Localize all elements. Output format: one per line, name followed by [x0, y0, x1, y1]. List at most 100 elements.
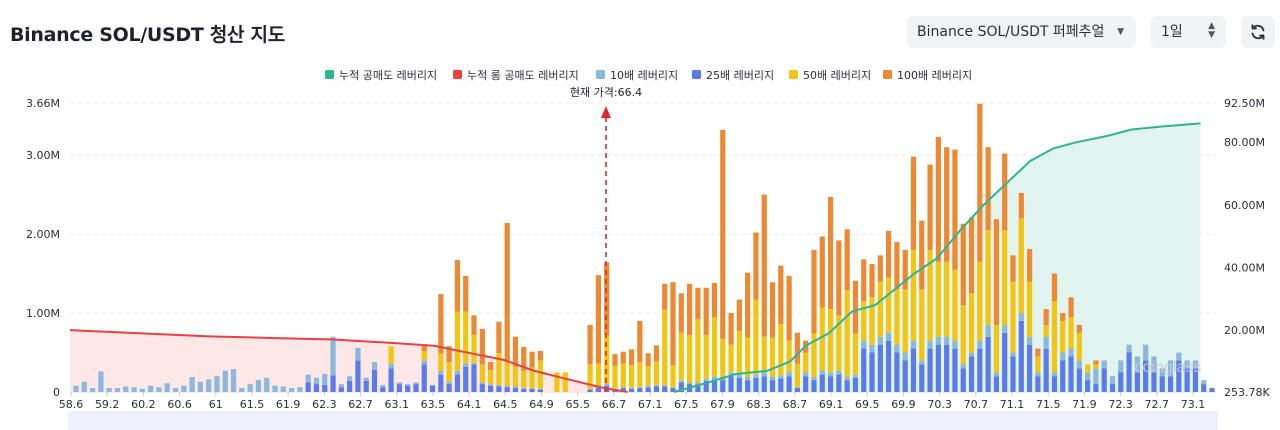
legend-label: 50배 레버리지	[803, 69, 871, 82]
bar-50x	[769, 337, 776, 377]
bar-50x	[388, 346, 394, 364]
bar-100x	[653, 345, 660, 362]
bar-100x	[852, 280, 859, 334]
bar-100x	[471, 315, 477, 336]
bar-10x	[471, 362, 477, 365]
bar-10x	[197, 381, 203, 392]
x-axis-tick: 67.9	[710, 398, 735, 411]
bar-10x	[687, 382, 693, 385]
legend-item[interactable]: 100배 레버리지	[883, 69, 972, 82]
page-title: Binance SOL/USDT 청산 지도	[10, 24, 285, 46]
bar-100x	[496, 321, 502, 354]
bar-25x	[1159, 376, 1165, 392]
x-axis-tick: 60.6	[167, 398, 192, 411]
bar-50x	[861, 301, 867, 341]
bar-50x	[687, 335, 693, 383]
bar-50x	[1043, 324, 1049, 337]
pair-select[interactable]: Binance SOL/USDT 퍼페추얼 ▼	[907, 16, 1136, 48]
bar-25x	[429, 385, 436, 392]
x-axis-tick: 64.5	[493, 398, 518, 411]
bar-25x	[521, 388, 527, 392]
bar-25x	[794, 388, 800, 392]
bar-10x	[1076, 360, 1082, 369]
bar-25x	[927, 348, 933, 392]
bar-10x	[297, 387, 303, 392]
bar-10x	[1159, 368, 1165, 377]
bar-10x	[1068, 348, 1074, 357]
bar-100x	[769, 282, 776, 338]
right-axis-tick: 60.00M	[1224, 199, 1265, 212]
bar-25x	[1018, 320, 1024, 392]
bar-10x	[239, 388, 245, 392]
bar-100x	[977, 103, 983, 262]
bar-25x	[355, 360, 361, 392]
x-axis-tick: 63.1	[384, 398, 409, 411]
refresh-button[interactable]	[1241, 16, 1275, 48]
legend-item[interactable]: 25배 레버리지	[692, 69, 774, 82]
bar-100x	[861, 259, 867, 302]
bar-10x	[587, 388, 593, 390]
bar-50x	[645, 365, 651, 386]
bar-10x	[496, 384, 502, 387]
bar-10x	[98, 371, 104, 392]
bar-25x	[985, 336, 991, 392]
bar-10x	[272, 385, 278, 392]
bar-25x	[952, 348, 958, 392]
bar-10x	[811, 377, 817, 381]
bar-50x	[1076, 332, 1082, 361]
bar-25x	[811, 380, 817, 392]
bar-50x	[554, 372, 560, 392]
bar-10x	[678, 380, 684, 383]
x-axis-tick: 70.3	[927, 398, 952, 411]
bar-10x	[910, 340, 917, 349]
bar-25x	[728, 376, 734, 392]
bar-25x	[371, 369, 378, 392]
x-axis-tick: 69.1	[819, 398, 844, 411]
legend-item[interactable]: 50배 레버리지	[789, 69, 871, 82]
bar-50x	[496, 353, 502, 385]
bar-10x	[703, 378, 709, 381]
bar-50x	[587, 364, 593, 389]
x-axis-tick: 71.5	[1036, 398, 1061, 411]
current-price-label: 현재 가격:66.4	[570, 86, 642, 99]
bar-10x	[877, 336, 883, 345]
bar-50x	[1085, 364, 1091, 373]
bar-50x	[1026, 281, 1033, 337]
x-axis-tick: 64.9	[529, 398, 554, 411]
bar-100x	[711, 283, 718, 317]
pair-select-value: Binance SOL/USDT 퍼페추얼	[917, 24, 1105, 40]
bar-100x	[869, 264, 875, 298]
bar-25x	[1176, 360, 1182, 392]
x-axis-tick: 61.5	[240, 398, 265, 411]
bar-25x	[479, 384, 485, 392]
bar-10x	[172, 388, 179, 392]
bar-10x	[1093, 368, 1099, 385]
bar-100x	[761, 194, 767, 337]
bar-50x	[836, 315, 842, 371]
bar-50x	[869, 297, 875, 345]
bar-25x	[695, 384, 701, 392]
bar-50x	[910, 249, 917, 341]
bar-100x	[488, 361, 494, 370]
bar-25x	[488, 385, 494, 392]
short-cumulative-line	[673, 122, 1201, 393]
bar-25x	[330, 375, 336, 392]
bar-50x	[720, 339, 726, 377]
bar-10x	[313, 377, 320, 385]
legend-item[interactable]: 누적 롱 공매도 레버리지	[453, 69, 579, 82]
bar-10x	[131, 387, 137, 392]
bar-10x	[1134, 356, 1140, 373]
legend-item[interactable]: 10배 레버리지	[596, 69, 678, 82]
bar-100x	[687, 283, 693, 336]
bar-25x	[786, 376, 792, 392]
bar-50x	[662, 309, 668, 385]
range-slider[interactable]	[68, 411, 1218, 430]
legend-item[interactable]: 누적 공매도 레버리지	[325, 69, 437, 82]
bar-50x	[1035, 356, 1041, 373]
bar-100x	[1035, 348, 1041, 357]
bar-50x	[711, 316, 718, 377]
bar-25x	[977, 348, 983, 392]
x-axis-tick: 60.2	[131, 398, 156, 411]
interval-select[interactable]: 1일 ▲ ▼	[1151, 16, 1226, 48]
bar-10x	[620, 387, 626, 389]
